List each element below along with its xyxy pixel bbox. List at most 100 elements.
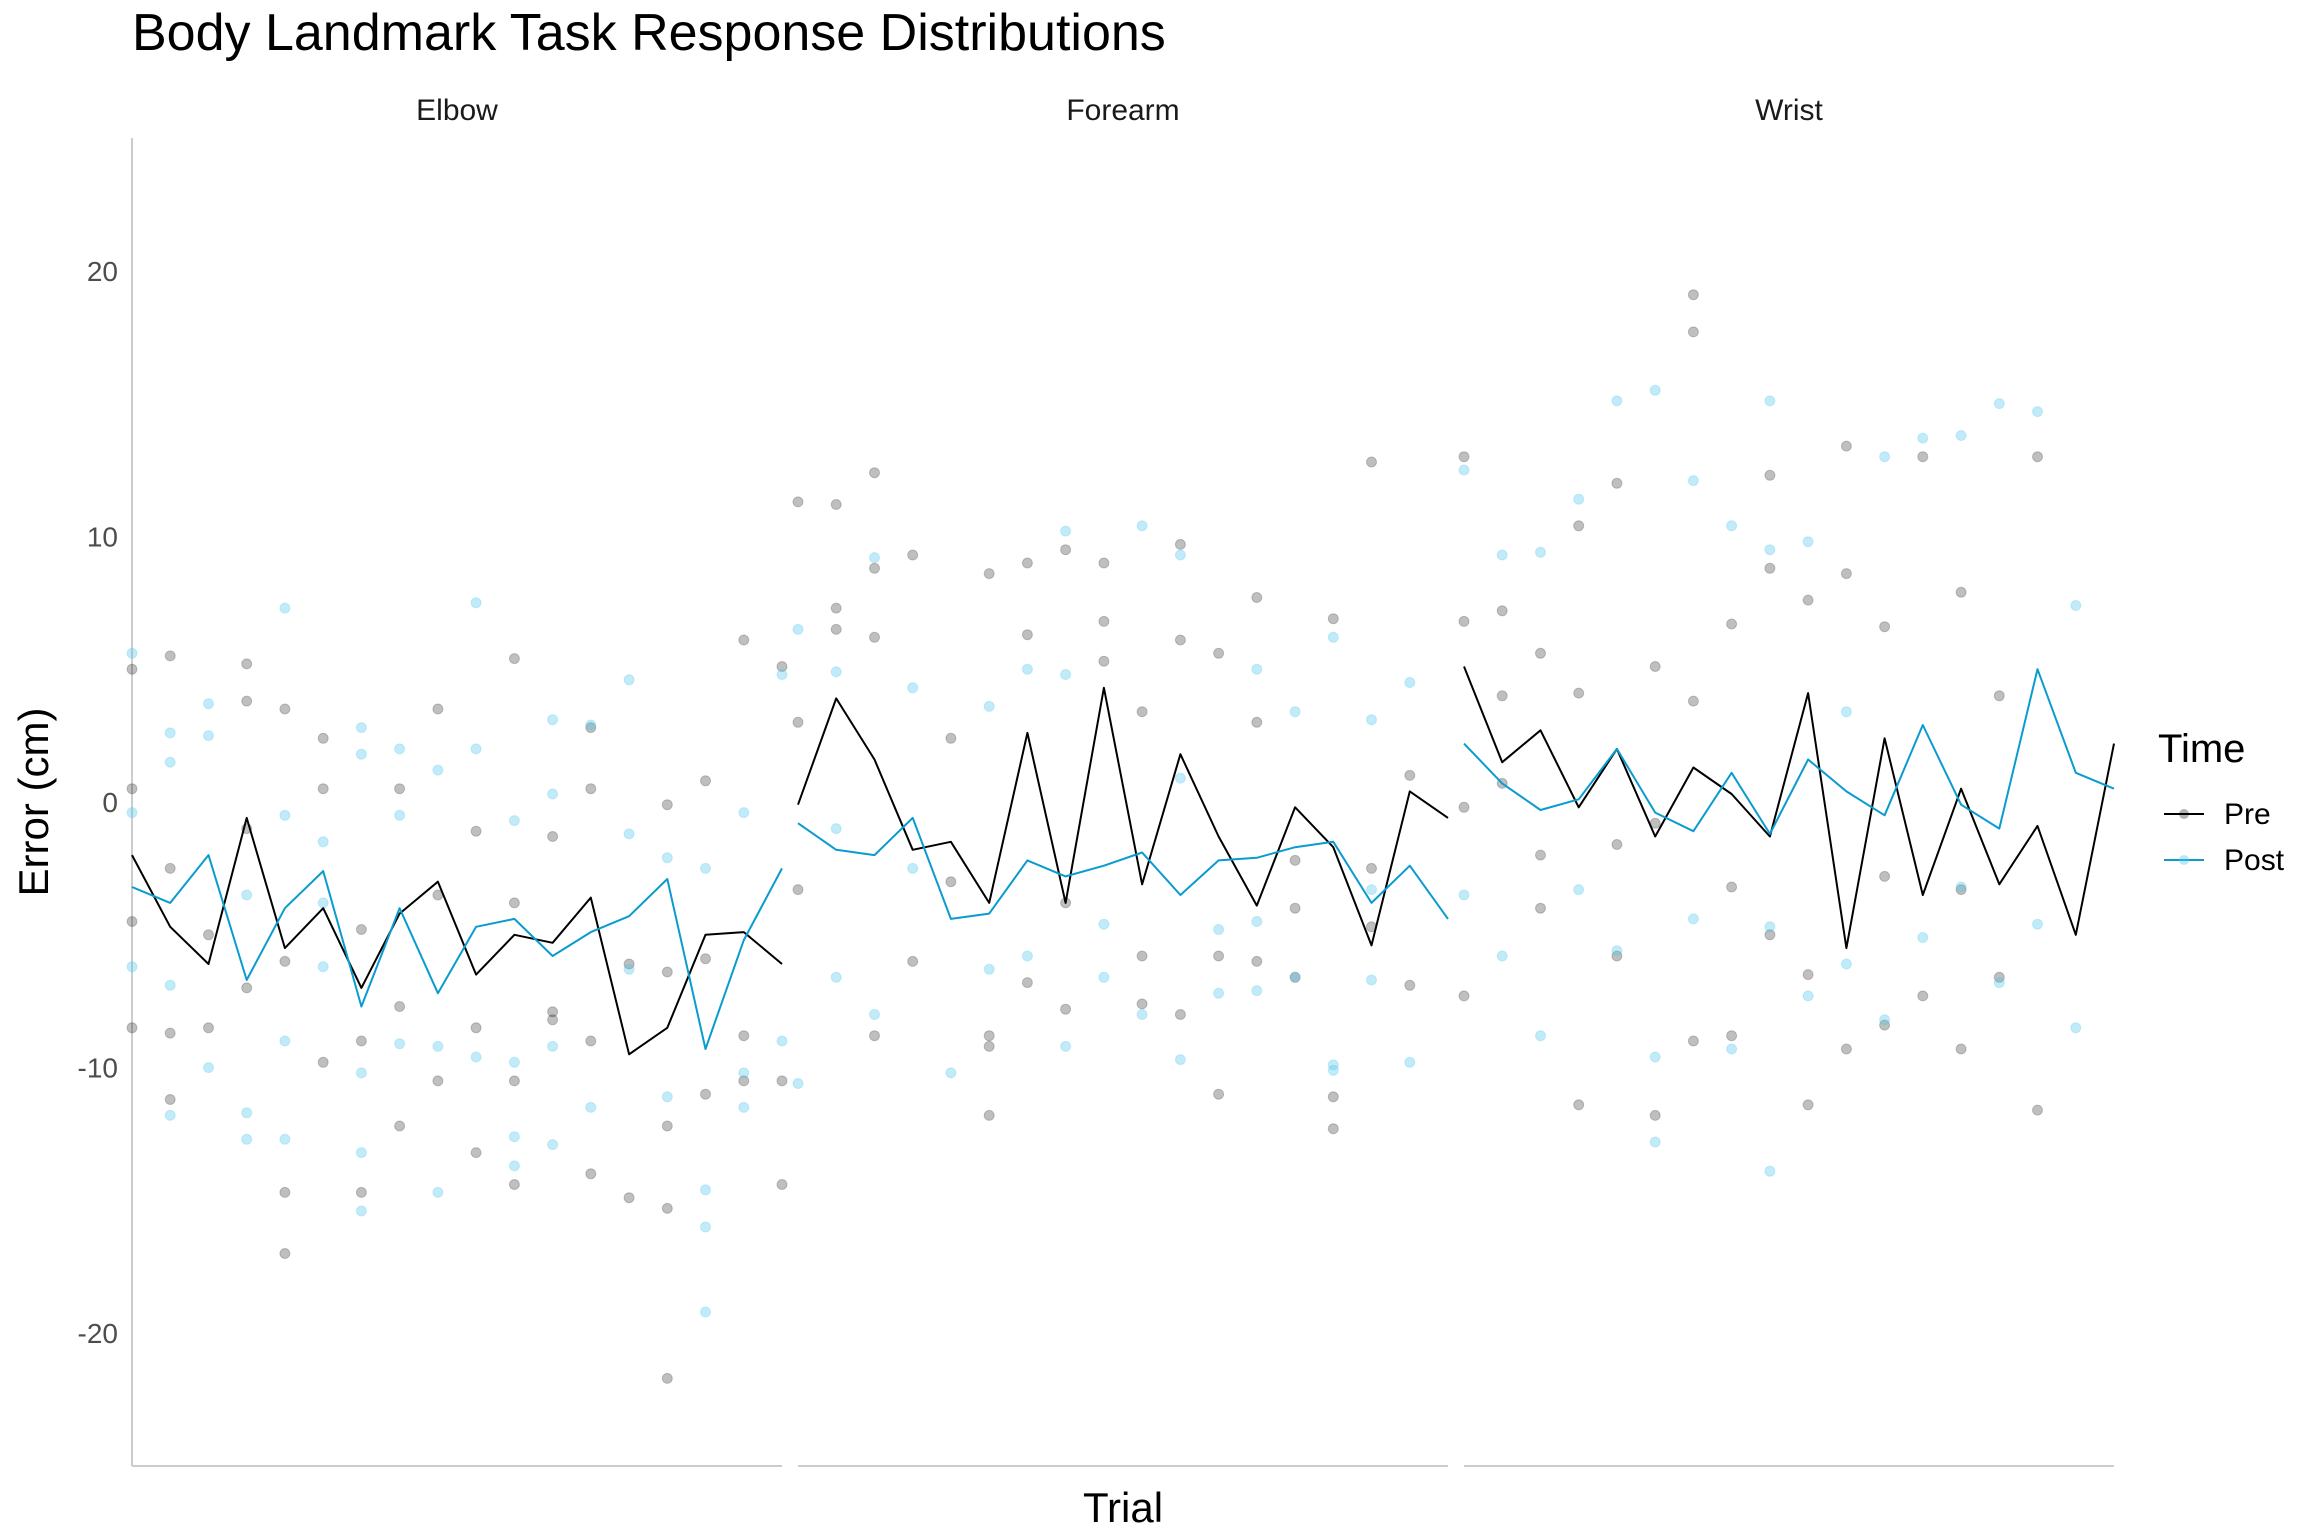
wrist-pre-point: [1611, 839, 1623, 850]
forearm-pre-point: [983, 1030, 995, 1042]
wrist-post-point: [1649, 384, 1661, 396]
forearm-post-point: [1021, 950, 1033, 962]
forearm-post-point: [830, 971, 842, 983]
elbow-post-series-line: [131, 854, 783, 1050]
wrist-post-point: [1764, 921, 1776, 933]
wrist-post-point: [1535, 1030, 1546, 1042]
forearm-post-point: [1404, 677, 1416, 688]
elbow-pre-point: [661, 1372, 673, 1384]
elbow-post-point: [126, 961, 138, 973]
forearm-pre-point: [1251, 716, 1263, 728]
elbow-post-point: [738, 807, 750, 819]
forearm-pre-point: [907, 955, 919, 967]
forearm-post-series-line: [797, 816, 1449, 920]
elbow-pre-point: [126, 783, 138, 795]
elbow-pre-point: [700, 1088, 711, 1100]
wrist-pre-point: [1764, 929, 1776, 941]
elbow-post-point: [241, 1107, 253, 1119]
elbow-pre-point: [164, 1027, 176, 1039]
forearm-pre-point: [869, 631, 880, 643]
elbow-pre-point: [355, 1035, 367, 1047]
forearm-pre-point: [945, 876, 957, 888]
forearm-pre-point: [1098, 615, 1110, 627]
forearm-post-point: [792, 623, 804, 635]
elbow-pre-point: [241, 658, 253, 670]
wrist-pre-point: [1687, 289, 1699, 301]
forearm-post-point: [792, 1078, 804, 1089]
wrist-post-point: [1458, 889, 1470, 901]
elbow-post-point: [317, 836, 329, 848]
wrist-pre-point: [1687, 695, 1699, 707]
elbow-post-point: [279, 1133, 291, 1145]
forearm-pre-point: [1289, 902, 1301, 914]
elbow-pre-series-line: [131, 816, 783, 1056]
wrist-pre-point: [1955, 884, 1967, 896]
y-tick-label: 0: [102, 787, 118, 818]
forearm-pre-point: [792, 496, 804, 508]
wrist-pre-point: [1802, 1099, 1814, 1111]
elbow-post-point: [126, 807, 138, 819]
elbow-post-point: [394, 809, 406, 821]
wrist-pre-point: [1955, 586, 1967, 598]
forearm-post-point: [907, 862, 919, 874]
forearm-post-point: [1098, 918, 1110, 930]
elbow-post-point: [317, 897, 329, 909]
elbow-pre-point: [164, 862, 176, 874]
elbow-post-point: [738, 1067, 750, 1079]
wrist-post-point: [1726, 1043, 1738, 1055]
wrist-pre-point: [1993, 971, 2005, 983]
wrist-pre-point: [1535, 647, 1546, 659]
elbow-pre-point: [317, 732, 329, 744]
wrist-pre-point: [1993, 690, 2005, 702]
wrist-pre-point: [1458, 615, 1470, 627]
wrist-post-point: [1764, 544, 1776, 556]
forearm-pre-point: [1213, 647, 1225, 659]
facet-label-elbow: Elbow: [416, 94, 498, 127]
elbow-pre-point: [585, 783, 597, 795]
forearm-post-point: [1060, 525, 1072, 537]
elbow-pre-point: [317, 1056, 329, 1068]
elbow-post-point: [355, 748, 367, 760]
elbow-post-point: [470, 1051, 482, 1063]
wrist-post-point: [2032, 406, 2043, 418]
wrist-pre-point: [1726, 618, 1738, 630]
forearm-post-point: [1251, 985, 1263, 997]
wrist-pre-point: [1649, 1109, 1661, 1121]
elbow-pre-point: [661, 1202, 673, 1214]
wrist-post-point: [1764, 1165, 1776, 1177]
forearm-pre-point: [869, 1030, 880, 1042]
elbow-pre-point: [661, 966, 673, 978]
wrist-post-series-line: [1463, 668, 2115, 835]
forearm-post-point: [1136, 520, 1148, 532]
wrist-pre-point: [2032, 1104, 2043, 1116]
forearm-pre-point: [1060, 1003, 1072, 1015]
forearm-pre-point: [983, 1109, 995, 1121]
legend-label-post: Post: [2224, 844, 2285, 877]
elbow-post-point: [547, 714, 559, 726]
wrist-post-point: [1649, 1051, 1661, 1063]
forearm-post-point: [1174, 1054, 1186, 1066]
elbow-pre-point: [508, 653, 520, 665]
forearm-pre-point: [1404, 769, 1416, 781]
y-axis-label: Error (cm): [10, 708, 57, 897]
forearm-post-point: [1289, 971, 1301, 983]
elbow-post-point: [394, 743, 406, 755]
wrist-pre-point: [1726, 1030, 1738, 1042]
wrist-post-point: [1840, 958, 1852, 970]
forearm-pre-point: [1289, 971, 1301, 983]
forearm-post-point: [1021, 663, 1033, 675]
elbow-pre-point: [279, 1186, 291, 1198]
wrist-post-point: [1458, 464, 1470, 476]
forearm-pre-point: [1289, 854, 1301, 866]
forearm-post-point: [907, 682, 919, 694]
facet-label-forearm: Forearm: [1066, 94, 1179, 127]
legend-label-pre: Pre: [2224, 798, 2271, 831]
wrist-pre-point: [1535, 902, 1546, 914]
wrist-post-point: [1496, 950, 1508, 962]
forearm-post-point: [869, 1009, 880, 1020]
elbow-post-point: [700, 862, 711, 874]
elbow-pre-point: [126, 1022, 138, 1034]
elbow-pre-point: [623, 958, 635, 970]
wrist-pre-point: [1955, 1043, 1967, 1055]
